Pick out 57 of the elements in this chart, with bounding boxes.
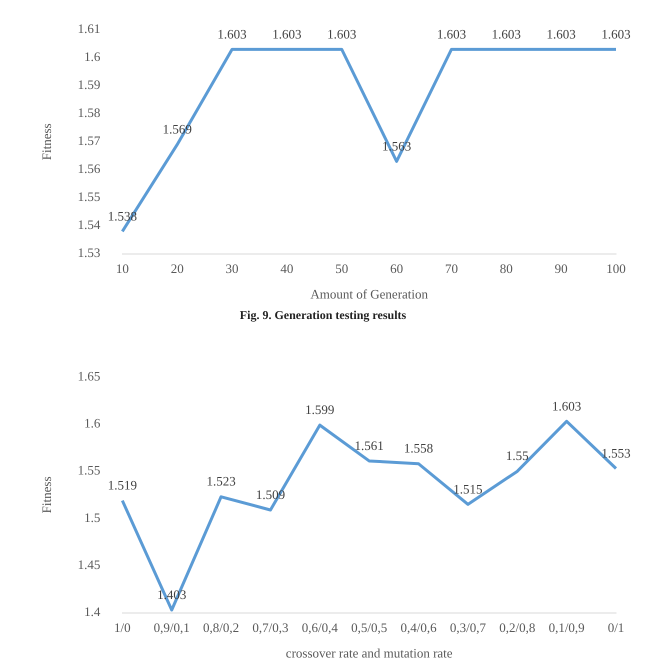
y-tick-label: 1.56 <box>78 161 101 176</box>
x-tick-label: 0,4/0,6 <box>400 620 438 636</box>
data-label: 1.603 <box>272 26 302 42</box>
y-tick-label: 1.53 <box>78 245 100 260</box>
data-label: 1.523 <box>206 474 236 489</box>
x-tick-label: 70 <box>444 261 458 276</box>
y-axis-title: Fitness <box>39 123 54 160</box>
x-tick-label: 0,8/0,2 <box>203 620 240 636</box>
data-label: 1.55 <box>506 448 529 464</box>
x-axis-title: Amount of Generation <box>310 286 429 302</box>
data-label: 1.603 <box>601 26 631 42</box>
x-tick-label: 10 <box>116 261 129 276</box>
x-tick-label: 100 <box>606 261 626 276</box>
y-tick-label: 1.65 <box>78 368 100 384</box>
x-tick-label: 40 <box>280 261 294 276</box>
y-axis-title: Fitness <box>39 476 54 514</box>
y-tick-label: 1.57 <box>78 133 101 148</box>
data-label: 1.553 <box>601 445 631 460</box>
y-tick-label: 1.45 <box>78 557 100 572</box>
y-tick-label: 1.5 <box>84 510 100 525</box>
x-tick-label: 80 <box>500 261 513 276</box>
y-tick-label: 1.54 <box>78 217 101 232</box>
data-label: 1.561 <box>354 438 384 453</box>
x-tick-label: 0,9/0,1 <box>154 620 190 636</box>
x-tick-label: 90 <box>554 261 568 276</box>
data-label: 1.519 <box>108 477 137 492</box>
x-tick-label: 0,5/0,5 <box>351 620 388 636</box>
x-tick-label: 60 <box>390 261 404 276</box>
x-tick-label: 50 <box>335 261 348 276</box>
x-tick-label: 0,1/0,9 <box>548 620 585 636</box>
data-label: 1.603 <box>546 26 576 42</box>
x-tick-label: 20 <box>170 261 184 276</box>
y-tick-label: 1.55 <box>78 462 100 478</box>
x-tick-label: 0,7/0,3 <box>252 620 289 636</box>
y-tick-label: 1.55 <box>78 189 100 204</box>
x-tick-label: 0,3/0,7 <box>450 620 486 636</box>
data-label: 1.603 <box>436 26 466 42</box>
x-tick-label: 0,2/0,8 <box>499 620 536 636</box>
data-label: 1.603 <box>217 26 247 42</box>
data-label: 1.603 <box>552 398 582 414</box>
x-axis-title: crossover rate and mutation rate <box>286 646 453 661</box>
y-tick-label: 1.58 <box>78 105 100 120</box>
y-tick-label: 1.6 <box>84 416 101 431</box>
data-label: 1.603 <box>327 26 356 42</box>
y-tick-label: 1.4 <box>84 604 101 620</box>
data-label: 1.599 <box>305 402 334 418</box>
x-tick-label: 0,6/0,4 <box>302 620 338 636</box>
y-tick-label: 1.6 <box>84 49 101 64</box>
x-tick-label: 0/1 <box>608 620 624 636</box>
x-tick-label: 1/0 <box>114 620 131 636</box>
x-tick-label: 30 <box>226 261 239 276</box>
y-tick-label: 1.61 <box>78 21 100 36</box>
caption: Fig. 9. Generation testing results <box>238 307 408 324</box>
y-tick-label: 1.59 <box>78 77 100 92</box>
data-label: 1.603 <box>492 26 521 42</box>
data-label: 1.558 <box>404 440 434 456</box>
data-label: 1.515 <box>453 481 483 496</box>
